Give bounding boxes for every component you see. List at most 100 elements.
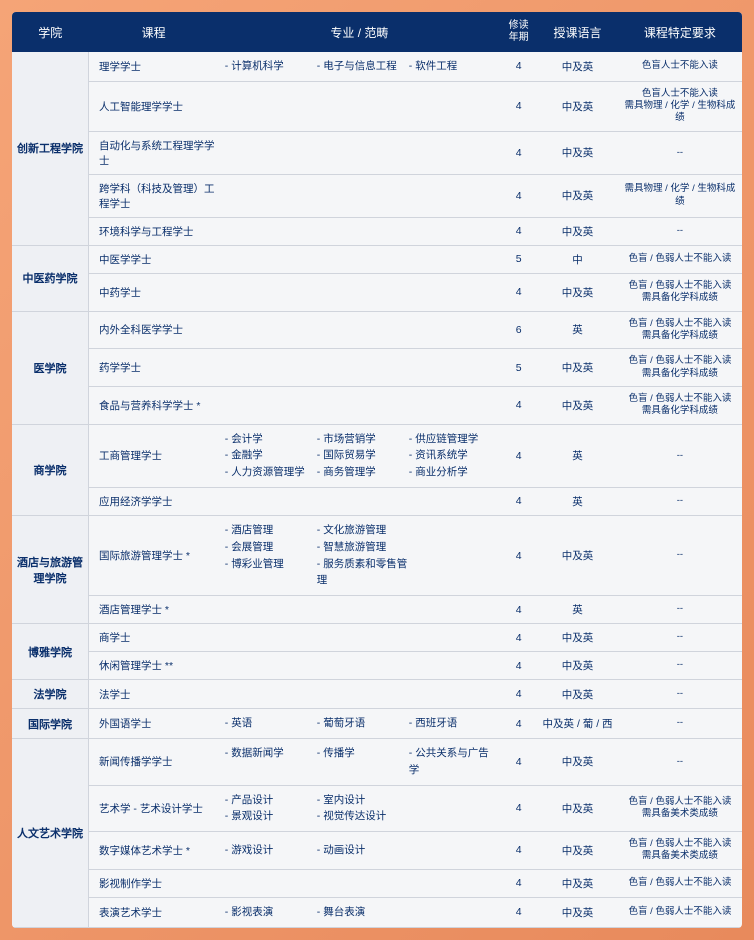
header-course: 课程 [89,12,219,52]
table-row: 应用经济学学士4英-- [12,487,742,515]
year-cell: 4 [500,652,537,680]
table-row: 国际学院外国语学士- 英语- 葡萄牙语- 西班牙语4中及英 / 葡 / 西-- [12,709,742,739]
table-row: 酒店与旅游管理学院国际旅游管理学士 *- 酒店管理- 会展管理- 博彩业管理- … [12,515,742,595]
major-cell [219,680,500,709]
course-cell: 表演艺术学士 [89,897,219,927]
table-row: 自动化与系统工程理学学士4中及英-- [12,131,742,174]
lang-cell: 中及英 [537,81,618,131]
course-cell: 自动化与系统工程理学学士 [89,131,219,174]
major-column: - 市场营销学- 国际贸易学- 商务管理学 [317,431,409,481]
college-cell: 人文艺术学院 [12,738,89,927]
year-cell: 4 [500,624,537,652]
header-lang: 授课语言 [537,12,618,52]
course-cell: 酒店管理学士 * [89,596,219,624]
year-cell: 4 [500,785,537,832]
major-cell [219,624,500,652]
lang-cell: 中及英 [537,273,618,311]
req-cell: -- [618,624,742,652]
college-cell: 创新工程学院 [12,52,89,245]
major-cell [219,174,500,217]
college-cell: 商学院 [12,424,89,515]
lang-cell: 中及英 [537,680,618,709]
major-cell: - 酒店管理- 会展管理- 博彩业管理- 文化旅游管理- 智慧旅游管理- 服务质… [219,515,500,595]
major-cell: - 数据新闻学- 传播学- 公共关系与广告学 [219,738,500,785]
year-cell: 4 [500,52,537,81]
year-cell: 4 [500,897,537,927]
table-header: 学院 课程 专业 / 范畴 修读 年期 授课语言 课程特定要求 [12,12,742,52]
course-cell: 理学学士 [89,52,219,81]
year-cell: 4 [500,386,537,424]
table-row: 中医药学院中医学学士5中色盲 / 色弱人士不能入读 [12,245,742,273]
req-cell: -- [618,515,742,595]
major-cell: - 会计学- 金融学- 人力资源管理学- 市场营销学- 国际贸易学- 商务管理学… [219,424,500,487]
course-cell: 中药学士 [89,273,219,311]
year-cell: 4 [500,273,537,311]
major-column: - 室内设计- 视觉传达设计 [317,792,409,826]
req-cell: 需具物理 / 化学 / 生物科成绩 [618,174,742,217]
course-cell: 食品与营养科学学士 * [89,386,219,424]
header-college: 学院 [12,12,89,52]
table-row: 影视制作学士4中及英色盲 / 色弱人士不能入读 [12,869,742,897]
year-cell: 6 [500,311,537,349]
college-cell: 医学院 [12,311,89,424]
major-column: - 产品设计- 景观设计 [225,792,317,826]
lang-cell: 中及英 [537,174,618,217]
course-cell: 药学学士 [89,349,219,387]
major-column: - 传播学 [317,745,409,762]
table-row: 酒店管理学士 *4英-- [12,596,742,624]
req-cell: -- [618,652,742,680]
header-year: 修读 年期 [500,12,537,52]
college-cell: 博雅学院 [12,624,89,680]
college-cell: 酒店与旅游管理学院 [12,515,89,623]
table-row: 跨学科（科技及管理）工程学士4中及英需具物理 / 化学 / 生物科成绩 [12,174,742,217]
lang-cell: 中及英 [537,52,618,81]
req-cell: 色盲 / 色弱人士不能入读 [618,897,742,927]
lang-cell: 中及英 [537,832,618,870]
year-cell: 4 [500,709,537,739]
lang-cell: 中及英 [537,738,618,785]
year-cell: 4 [500,515,537,595]
req-cell: -- [618,596,742,624]
major-column: - 供应链管理学- 资讯系统学- 商业分析学 [409,431,495,481]
req-cell: -- [618,487,742,515]
lang-cell: 中及英 [537,652,618,680]
major-cell [219,311,500,349]
lang-cell: 中及英 [537,217,618,245]
lang-cell: 中及英 [537,869,618,897]
lang-cell: 中及英 [537,624,618,652]
req-cell: -- [618,131,742,174]
req-cell: 色盲人士不能入读需具物理 / 化学 / 生物科成绩 [618,81,742,131]
course-cell: 工商管理学士 [89,424,219,487]
req-cell: -- [618,424,742,487]
req-cell: 色盲 / 色弱人士不能入读需具备化学科成绩 [618,273,742,311]
major-cell [219,217,500,245]
major-cell [219,245,500,273]
req-cell: 色盲 / 色弱人士不能入读需具备化学科成绩 [618,386,742,424]
major-cell [219,652,500,680]
table-row: 食品与营养科学学士 * 4中及英色盲 / 色弱人士不能入读需具备化学科成绩 [12,386,742,424]
major-column: - 动画设计 [317,842,409,859]
header-major: 专业 / 范畴 [219,12,500,52]
program-table: 学院 课程 专业 / 范畴 修读 年期 授课语言 课程特定要求 创新工程学院理学… [12,12,742,928]
year-cell: 4 [500,832,537,870]
major-cell [219,349,500,387]
major-cell [219,869,500,897]
req-cell: -- [618,709,742,739]
lang-cell: 中及英 [537,131,618,174]
major-column: - 会计学- 金融学- 人力资源管理学 [225,431,317,481]
table-row: 中药学士 4中及英色盲 / 色弱人士不能入读需具备化学科成绩 [12,273,742,311]
major-cell [219,131,500,174]
major-cell [219,386,500,424]
course-cell: 人工智能理学学士 [89,81,219,131]
course-cell: 影视制作学士 [89,869,219,897]
table-row: 博雅学院商学士4中及英-- [12,624,742,652]
table-row: 医学院内外全科医学学士6英色盲 / 色弱人士不能入读需具备化学科成绩 [12,311,742,349]
table-row: 表演艺术学士- 影视表演- 舞台表演4中及英色盲 / 色弱人士不能入读 [12,897,742,927]
req-cell: 色盲 / 色弱人士不能入读需具备美术类成绩 [618,785,742,832]
req-cell: 色盲 / 色弱人士不能入读需具备美术类成绩 [618,832,742,870]
lang-cell: 英 [537,596,618,624]
major-column: - 文化旅游管理- 智慧旅游管理- 服务质素和零售管理 [317,522,409,589]
major-cell [219,487,500,515]
lang-cell: 中及英 [537,386,618,424]
year-cell: 4 [500,869,537,897]
